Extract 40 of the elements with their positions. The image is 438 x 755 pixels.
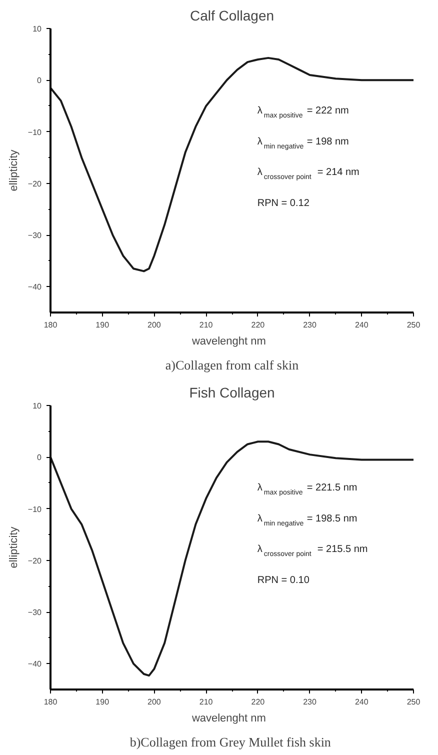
y-tick-label: −40 xyxy=(28,660,42,669)
x-tick-label: 240 xyxy=(354,698,369,706)
x-tick-label: 200 xyxy=(148,320,162,330)
y-tick-label: 0 xyxy=(37,76,42,86)
x-axis-title: wavelenght nm xyxy=(190,336,266,348)
y-tick-label: −10 xyxy=(28,128,42,137)
x-tick-label: 200 xyxy=(148,698,162,706)
y-tick-label: −40 xyxy=(28,282,42,292)
y-axis-title: ellipticity xyxy=(8,149,20,192)
x-tick-label: 220 xyxy=(251,320,266,330)
y-tick-label: 10 xyxy=(32,24,42,34)
x-tick-label: 210 xyxy=(199,320,214,330)
x-tick-label: 180 xyxy=(44,698,58,706)
chart-title: Calf Collagen xyxy=(190,8,274,24)
line-series xyxy=(50,440,414,677)
y-tick-label: −10 xyxy=(28,504,42,514)
x-tick-label: 230 xyxy=(303,320,318,330)
x-tick-label: 230 xyxy=(303,698,318,706)
x-tick-label: 190 xyxy=(96,698,110,706)
y-tick-label: −30 xyxy=(28,231,42,240)
x-axis-title: wavelenght nm xyxy=(190,712,266,724)
y-tick-label: 10 xyxy=(32,402,42,410)
y-tick-label: −20 xyxy=(28,556,42,566)
y-tick-label: −30 xyxy=(28,608,42,618)
x-tick-label: 210 xyxy=(199,698,214,706)
y-tick-label: 0 xyxy=(37,453,42,462)
text: b)Collagen from Grey Mullet fish skin xyxy=(130,734,332,750)
chart-title: Fish Collagen xyxy=(189,384,275,400)
line-series xyxy=(50,56,414,272)
x-tick-label: 180 xyxy=(44,320,58,330)
annotation: RPN = 0.10 xyxy=(257,575,310,586)
x-tick-label: 220 xyxy=(251,698,266,706)
x-tick-label: 250 xyxy=(406,320,421,330)
x-tick-label: 250 xyxy=(406,698,421,706)
y-tick-label: −20 xyxy=(28,179,42,188)
x-tick-label: 190 xyxy=(96,320,110,330)
text: a)Collagen from calf skin xyxy=(165,358,300,372)
annotation: RPN = 0.12 xyxy=(257,198,310,210)
x-tick-label: 240 xyxy=(354,320,369,330)
y-axis-title: ellipticity xyxy=(8,526,20,568)
